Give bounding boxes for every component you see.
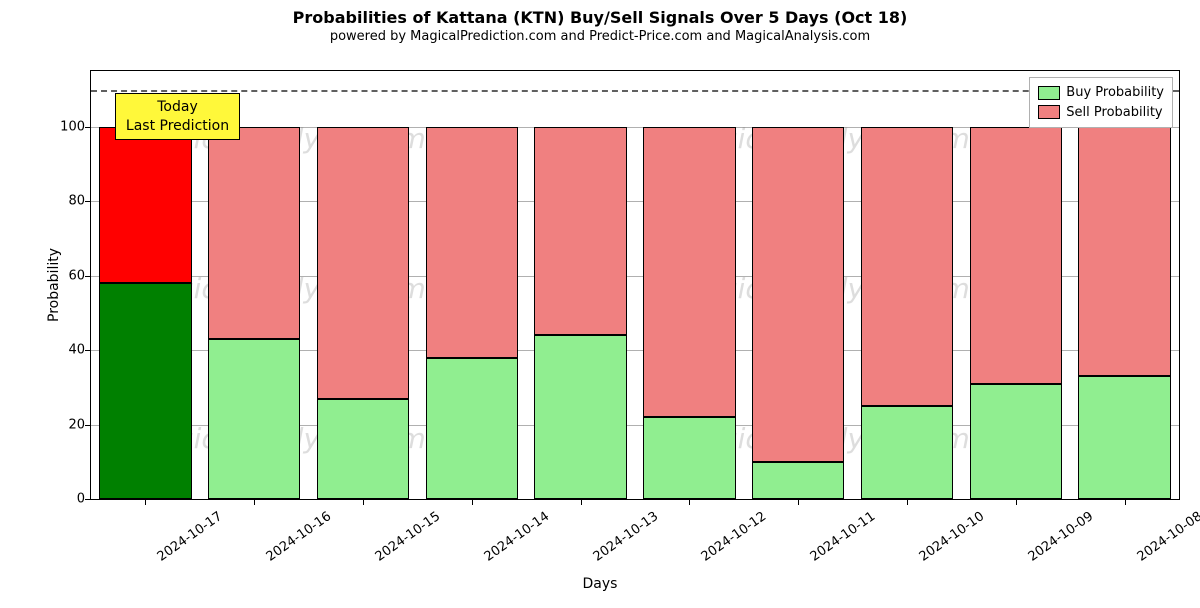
chart-subtitle: powered by MagicalPrediction.com and Pre… xyxy=(0,29,1200,44)
sell-bar xyxy=(208,127,300,339)
bar-group xyxy=(752,71,844,499)
xtick-label: 2024-10-12 xyxy=(699,509,770,565)
plot-area: Probability 020406080100MagicalAnalysis.… xyxy=(90,70,1180,500)
y-axis-label: Probability xyxy=(46,248,62,322)
buy-bar xyxy=(752,462,844,499)
xtick-label: 2024-10-17 xyxy=(155,509,226,565)
today-annotation: TodayLast Prediction xyxy=(115,93,240,139)
ytick-mark xyxy=(85,350,91,351)
ytick-label: 100 xyxy=(51,119,85,134)
buy-bar xyxy=(99,283,191,499)
ytick-mark xyxy=(85,499,91,500)
annotation-line1: Today xyxy=(126,98,229,116)
buy-bar xyxy=(208,339,300,499)
xtick-mark xyxy=(363,499,364,505)
legend-item-buy: Buy Probability xyxy=(1038,83,1164,103)
legend-swatch-sell xyxy=(1038,105,1060,119)
xtick-mark xyxy=(472,499,473,505)
sell-bar xyxy=(534,127,626,335)
legend-item-sell: Sell Probability xyxy=(1038,103,1164,123)
buy-bar xyxy=(426,358,518,499)
sell-bar xyxy=(99,127,191,283)
ytick-label: 60 xyxy=(51,268,85,283)
ytick-mark xyxy=(85,201,91,202)
xtick-mark xyxy=(689,499,690,505)
ytick-mark xyxy=(85,425,91,426)
legend: Buy ProbabilitySell Probability xyxy=(1029,77,1173,128)
sell-bar xyxy=(643,127,735,417)
bar-group xyxy=(861,71,953,499)
xtick-label: 2024-10-14 xyxy=(481,509,552,565)
bar-group xyxy=(643,71,735,499)
xtick-mark xyxy=(907,499,908,505)
xtick-label: 2024-10-15 xyxy=(373,509,444,565)
ytick-label: 0 xyxy=(51,492,85,507)
bar-group xyxy=(534,71,626,499)
sell-bar xyxy=(861,127,953,406)
xtick-label: 2024-10-08 xyxy=(1134,509,1200,565)
sell-bar xyxy=(970,127,1062,384)
bar-group xyxy=(1078,71,1170,499)
chart-title: Probabilities of Kattana (KTN) Buy/Sell … xyxy=(0,8,1200,27)
xtick-mark xyxy=(581,499,582,505)
buy-bar xyxy=(1078,376,1170,499)
sell-bar xyxy=(752,127,844,462)
xtick-mark xyxy=(145,499,146,505)
annotation-line2: Last Prediction xyxy=(126,117,229,135)
sell-bar xyxy=(317,127,409,399)
x-axis-label: Days xyxy=(583,576,618,592)
bar-group xyxy=(426,71,518,499)
bar-group xyxy=(317,71,409,499)
ytick-mark xyxy=(85,276,91,277)
bar-group xyxy=(970,71,1062,499)
buy-bar xyxy=(970,384,1062,499)
sell-bar xyxy=(1078,127,1170,376)
buy-bar xyxy=(534,335,626,499)
legend-label-sell: Sell Probability xyxy=(1066,103,1162,123)
xtick-label: 2024-10-11 xyxy=(808,509,879,565)
xtick-label: 2024-10-10 xyxy=(917,509,988,565)
buy-bar xyxy=(317,399,409,499)
legend-swatch-buy xyxy=(1038,86,1060,100)
legend-label-buy: Buy Probability xyxy=(1066,83,1164,103)
xtick-mark xyxy=(254,499,255,505)
ytick-mark xyxy=(85,127,91,128)
xtick-mark xyxy=(1125,499,1126,505)
sell-bar xyxy=(426,127,518,358)
buy-bar xyxy=(861,406,953,499)
ytick-label: 80 xyxy=(51,194,85,209)
xtick-mark xyxy=(798,499,799,505)
ytick-label: 20 xyxy=(51,417,85,432)
xtick-label: 2024-10-16 xyxy=(264,509,335,565)
ytick-label: 40 xyxy=(51,343,85,358)
xtick-label: 2024-10-09 xyxy=(1025,509,1096,565)
buy-bar xyxy=(643,417,735,499)
xtick-label: 2024-10-13 xyxy=(590,509,661,565)
xtick-mark xyxy=(1016,499,1017,505)
